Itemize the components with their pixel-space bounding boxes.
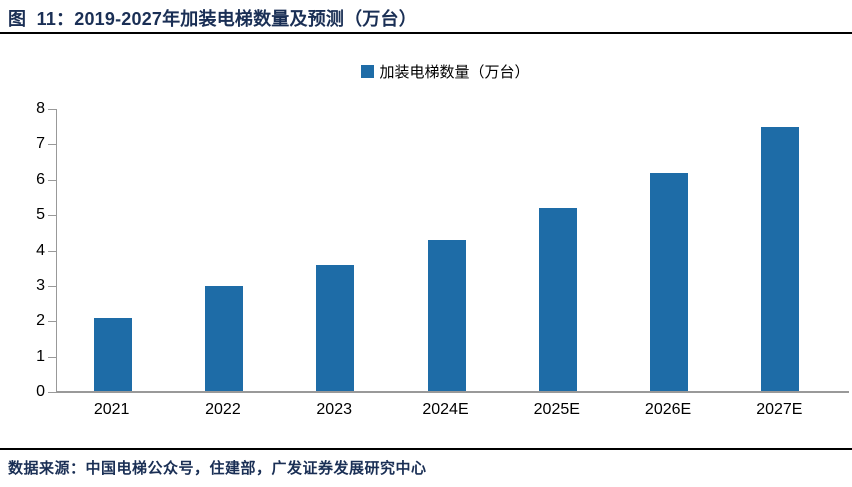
legend-label: 加装电梯数量（万台）	[379, 63, 530, 81]
y-axis-label: 0	[36, 383, 45, 400]
x-axis-label: 2021	[93, 401, 130, 418]
source-rule	[0, 448, 852, 451]
bar	[427, 239, 466, 392]
figure-title: 图 11：2019-2027年加装电梯数量及预测（万台）	[8, 9, 417, 29]
y-axis-tick-mark	[48, 392, 56, 393]
y-axis-tick-mark	[48, 215, 56, 217]
y-axis-label: 1	[36, 347, 45, 365]
y-axis-tick-mark	[48, 144, 56, 146]
legend: 加装电梯数量（万台）	[56, 62, 835, 81]
plot-area	[56, 109, 836, 392]
x-axis-label: 2024E	[422, 401, 469, 418]
y-axis-tick-mark	[48, 179, 56, 181]
bar	[650, 172, 689, 392]
x-axis-label: 2023	[316, 401, 352, 418]
bar	[761, 126, 800, 392]
x-axis-labels: 2021 2022 2023 2024E 2025E 2026E 2027E	[56, 400, 835, 422]
x-axis-label: 2026E	[644, 401, 692, 418]
y-axis-label: 7	[36, 135, 45, 153]
y-axis-tick-mark	[48, 321, 56, 323]
y-axis-tick-mark	[48, 356, 56, 358]
y-axis-label: 4	[36, 241, 45, 259]
y-axis-tick-mark	[48, 285, 56, 287]
x-axis-label: 2025E	[533, 401, 580, 418]
bar	[316, 264, 355, 392]
y-axis-label: 8	[36, 100, 45, 117]
source-note: 数据来源：中国电梯公众号，住建部，广发证券发展研究中心	[8, 461, 427, 477]
y-axis-tick-mark	[48, 250, 56, 252]
y-axis-tick-mark	[48, 109, 56, 110]
x-axis-label: 2022	[205, 401, 241, 418]
y-axis-label: 2	[36, 312, 45, 330]
y-axis-ticks	[48, 109, 56, 393]
x-axis-line	[56, 391, 849, 393]
y-axis-label: 5	[36, 206, 45, 224]
y-axis-label: 6	[36, 170, 45, 188]
bar	[93, 317, 132, 392]
y-axis-labels: 0 1 2 3 4 5 6 7 8	[0, 100, 45, 400]
bar	[538, 208, 577, 392]
bar	[204, 285, 243, 392]
title-rule	[0, 32, 852, 34]
x-axis-label: 2027E	[756, 401, 803, 418]
y-axis-label: 3	[36, 276, 45, 294]
legend-swatch	[361, 64, 375, 78]
